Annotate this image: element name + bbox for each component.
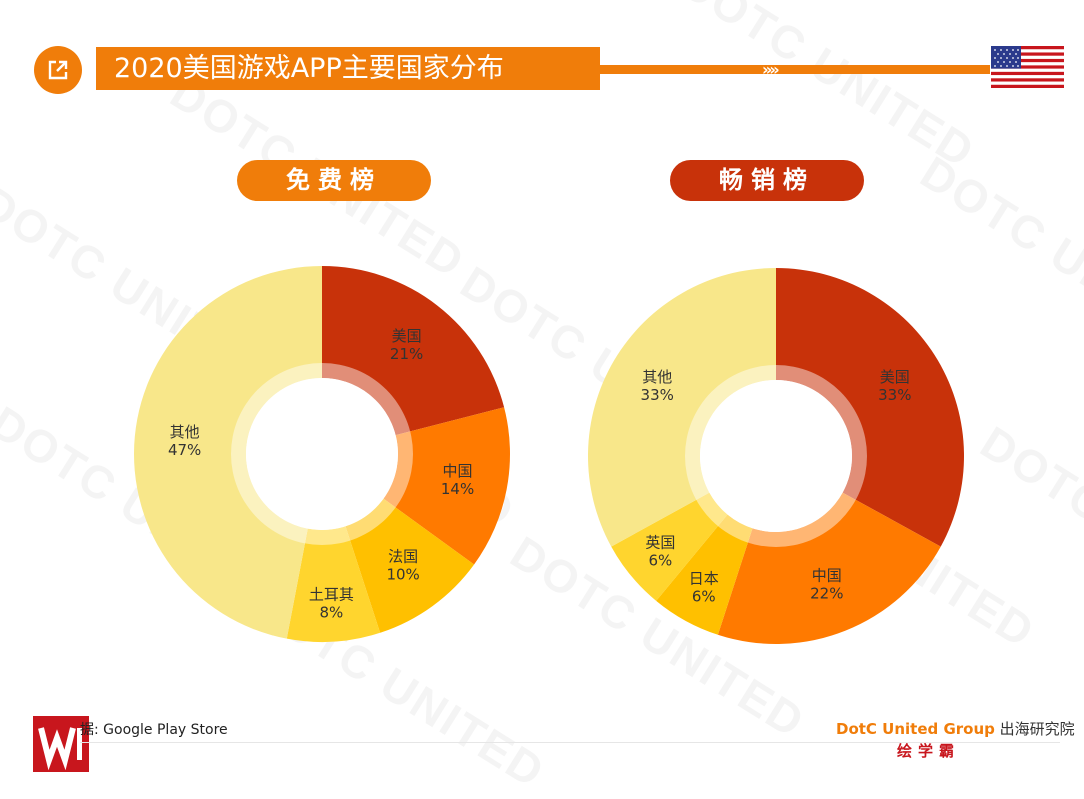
free-chart-pill: 免费榜 bbox=[237, 160, 431, 201]
header-arrows: »» bbox=[762, 60, 780, 79]
slice-value-label: 21% bbox=[390, 345, 423, 363]
slice-value-label: 10% bbox=[386, 566, 419, 584]
donut-slice bbox=[134, 266, 322, 639]
slice-value-label: 33% bbox=[641, 386, 674, 404]
slice-value-label: 22% bbox=[810, 584, 843, 602]
watermark: DOTC UNITED bbox=[671, 0, 985, 179]
donut-slice bbox=[776, 268, 964, 547]
slice-value-label: 47% bbox=[168, 441, 201, 459]
donut-slice bbox=[383, 407, 511, 565]
donut-slice bbox=[286, 526, 381, 642]
watermark: DOTC UNITED bbox=[971, 415, 1084, 639]
slice-category-label: 土耳其 bbox=[309, 586, 354, 604]
external-link-icon bbox=[34, 46, 82, 94]
brand-credit: DotC United Group 出海研究院 bbox=[836, 718, 1075, 739]
slice-category-label: 美国 bbox=[880, 368, 910, 386]
footer-divider bbox=[80, 742, 1060, 743]
slice-category-label: 美国 bbox=[392, 327, 422, 345]
donut-slice bbox=[656, 514, 753, 635]
slice-value-label: 33% bbox=[878, 386, 911, 404]
donut-slice bbox=[611, 492, 728, 601]
us-flag-icon bbox=[991, 46, 1064, 88]
slice-category-label: 其他 bbox=[642, 368, 672, 386]
brand-institute: 出海研究院 bbox=[994, 720, 1075, 738]
paid-chart-pill: 畅销榜 bbox=[670, 160, 864, 201]
header-line bbox=[560, 65, 990, 74]
slice-category-label: 日本 bbox=[689, 569, 719, 587]
slice-category-label: 英国 bbox=[645, 534, 675, 552]
page-title: 2020美国游戏APP主要国家分布 bbox=[96, 47, 600, 90]
brand-secondary: 绘学霸 bbox=[897, 742, 961, 760]
slice-category-label: 中国 bbox=[443, 462, 473, 480]
company-logo bbox=[33, 716, 89, 772]
slice-value-label: 8% bbox=[320, 604, 344, 622]
data-source: 据: Google Play Store bbox=[80, 722, 228, 738]
slice-category-label: 其他 bbox=[170, 423, 200, 441]
donut-slice bbox=[322, 266, 505, 436]
donut-slice bbox=[588, 268, 776, 547]
slice-category-label: 中国 bbox=[812, 566, 842, 584]
donut-slice bbox=[717, 492, 941, 644]
donut-slice bbox=[345, 498, 475, 633]
slice-value-label: 6% bbox=[649, 552, 673, 570]
donut-hole bbox=[246, 378, 398, 530]
donut-hole bbox=[700, 380, 852, 532]
slice-value-label: 14% bbox=[441, 480, 474, 498]
brand-name: DotC United Group bbox=[836, 720, 995, 738]
slice-category-label: 法国 bbox=[388, 548, 418, 566]
slice-value-label: 6% bbox=[692, 587, 716, 605]
